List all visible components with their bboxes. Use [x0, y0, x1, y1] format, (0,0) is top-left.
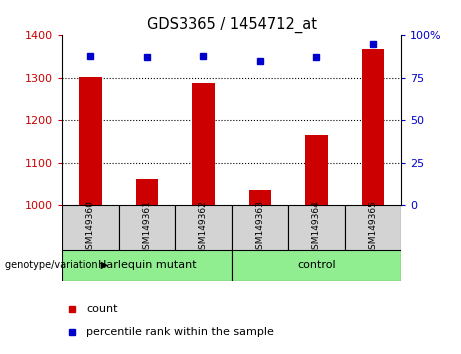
Bar: [361, 49, 384, 205]
Bar: [175, 205, 231, 250]
Bar: [248, 190, 271, 205]
Bar: [62, 250, 231, 281]
Text: count: count: [86, 304, 118, 314]
Bar: [305, 135, 328, 205]
Text: control: control: [297, 261, 336, 270]
Bar: [288, 205, 344, 250]
Bar: [344, 205, 401, 250]
Text: GSM149363: GSM149363: [255, 200, 265, 255]
Bar: [231, 250, 401, 281]
Bar: [192, 84, 215, 205]
Bar: [231, 205, 288, 250]
Text: GSM149362: GSM149362: [199, 200, 208, 255]
Bar: [62, 205, 118, 250]
Bar: [136, 179, 158, 205]
Text: GSM149365: GSM149365: [368, 200, 378, 255]
Bar: [118, 205, 175, 250]
Text: GSM149360: GSM149360: [86, 200, 95, 255]
Text: GSM149364: GSM149364: [312, 200, 321, 255]
Title: GDS3365 / 1454712_at: GDS3365 / 1454712_at: [147, 16, 317, 33]
Text: percentile rank within the sample: percentile rank within the sample: [86, 327, 274, 337]
Text: genotype/variation ▶: genotype/variation ▶: [5, 261, 108, 270]
Text: Harlequin mutant: Harlequin mutant: [98, 261, 196, 270]
Text: GSM149361: GSM149361: [142, 200, 152, 255]
Bar: [79, 77, 102, 205]
